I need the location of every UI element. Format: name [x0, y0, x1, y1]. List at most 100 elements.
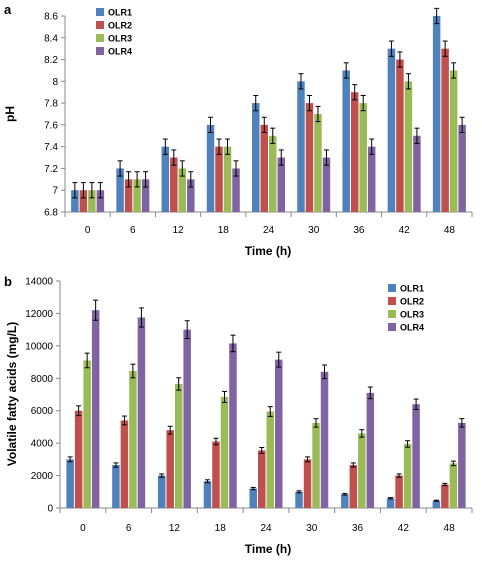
y-tick-label: 8.2 — [44, 55, 58, 66]
y-axis-title: Volatile fatty acids (mg/L) — [5, 322, 19, 466]
bar-olr3 — [314, 114, 322, 212]
x-tick-label: 42 — [399, 225, 411, 236]
bar-olr4 — [277, 157, 285, 212]
bar-olr2 — [212, 441, 220, 508]
y-tick-label: 0 — [47, 504, 53, 515]
legend-swatch-olr1 — [96, 8, 104, 16]
x-tick-label: 12 — [169, 523, 181, 534]
bar-olr2 — [305, 103, 314, 212]
x-tick-label: 18 — [215, 523, 227, 534]
legend-label-olr4: OLR4 — [400, 323, 424, 333]
legend-swatch-olr2 — [388, 297, 396, 305]
x-tick-label: 36 — [352, 523, 364, 534]
bar-olr4 — [137, 317, 146, 508]
legend-label-olr3: OLR3 — [108, 34, 132, 44]
panel-letter: b — [4, 274, 12, 289]
bar-olr3 — [83, 360, 91, 508]
x-tick-label: 36 — [353, 225, 365, 236]
bar-olr2 — [215, 146, 223, 212]
x-tick-label: 12 — [172, 225, 184, 236]
bar-olr2 — [441, 484, 449, 508]
bar-olr4 — [322, 157, 331, 212]
bar-olr3 — [403, 443, 412, 508]
bar-olr2 — [349, 465, 358, 508]
bar-olr1 — [249, 488, 257, 508]
y-tick-label: 12000 — [25, 309, 53, 320]
bar-olr4 — [367, 146, 376, 212]
bar-olr3 — [358, 433, 366, 508]
x-tick-label: 6 — [126, 523, 132, 534]
bar-olr2 — [258, 450, 266, 508]
legend-label-olr1: OLR1 — [400, 284, 424, 294]
bar-olr1 — [157, 475, 166, 508]
y-tick-label: 7.8 — [44, 99, 58, 110]
bar-olr4 — [275, 359, 283, 508]
bar-olr3 — [174, 383, 183, 508]
bar-olr3 — [223, 146, 232, 212]
y-tick-label: 7.6 — [44, 120, 58, 131]
bar-olr4 — [413, 135, 421, 212]
x-axis-title: Time (h) — [245, 542, 291, 556]
bar-olr4 — [141, 179, 150, 212]
bar-olr2 — [441, 48, 449, 212]
y-tick-label: 8 — [52, 77, 58, 88]
bar-olr2 — [170, 157, 178, 212]
bar-olr3 — [449, 70, 458, 212]
bar-olr2 — [120, 420, 129, 508]
bar-olr1 — [206, 124, 215, 212]
bar-olr3 — [129, 370, 137, 508]
bar-olr4 — [229, 343, 237, 508]
x-tick-label: 30 — [306, 523, 318, 534]
x-tick-label: 48 — [444, 523, 456, 534]
bar-olr1 — [342, 70, 350, 212]
x-tick-label: 48 — [444, 225, 456, 236]
bar-olr3 — [220, 396, 229, 508]
bar-olr1 — [112, 465, 120, 508]
legend-label-olr1: OLR1 — [108, 8, 132, 18]
bar-olr1 — [116, 168, 124, 212]
legend-swatch-olr3 — [388, 310, 396, 318]
chart-panel-a: a 6.8 7 7.2 7.4 7.6 7.8 8 8.2 8.4 8.6 0 6 12 18 24 30 36 4… — [3, 2, 473, 258]
bar-olr4 — [366, 392, 375, 508]
bar-olr3 — [312, 422, 320, 508]
legend-label-olr4: OLR4 — [108, 47, 132, 57]
bar-olr4 — [458, 124, 466, 212]
legend-label-olr2: OLR2 — [108, 21, 132, 31]
legend-swatch-olr3 — [96, 34, 104, 42]
bar-olr1 — [252, 103, 260, 212]
bar-olr3 — [88, 190, 96, 212]
bar-olr1 — [432, 16, 441, 212]
bar-olr2 — [350, 92, 359, 212]
bar-olr3 — [178, 168, 187, 212]
bar-olr2 — [260, 124, 268, 212]
y-tick-label: 8000 — [31, 374, 54, 385]
y-tick-label: 7 — [52, 186, 58, 197]
bar-olr1 — [161, 146, 170, 212]
legend-swatch-olr2 — [96, 21, 104, 29]
x-tick-label: 0 — [85, 225, 91, 236]
chart-panel-b: b 0 2000 4000 6000 8000 10000 12000 14000 0 6 12 18 2… — [4, 274, 473, 556]
bar-olr2 — [396, 59, 404, 212]
y-tick-label: 10000 — [25, 341, 53, 352]
y-tick-label: 4000 — [31, 439, 54, 450]
bar-olr1 — [432, 500, 441, 508]
bar-olr1 — [341, 494, 349, 508]
bar-olr2 — [303, 459, 312, 508]
bar-olr2 — [79, 190, 88, 212]
bar-olr4 — [320, 371, 329, 508]
legend-label-olr2: OLR2 — [400, 297, 424, 307]
legend-label-olr3: OLR3 — [400, 310, 424, 320]
bar-olr1 — [71, 190, 79, 212]
x-tick-label: 30 — [308, 225, 320, 236]
bar-olr1 — [203, 481, 212, 508]
y-tick-label: 6.8 — [44, 208, 58, 219]
x-axis-title: Time (h) — [245, 244, 291, 258]
bar-olr4 — [96, 190, 105, 212]
legend-swatch-olr1 — [388, 284, 396, 292]
bar-olr3 — [269, 135, 277, 212]
x-tick-label: 24 — [260, 523, 272, 534]
bar-olr4 — [187, 179, 195, 212]
bar-olr1 — [66, 459, 74, 508]
y-tick-label: 7.2 — [44, 164, 58, 175]
